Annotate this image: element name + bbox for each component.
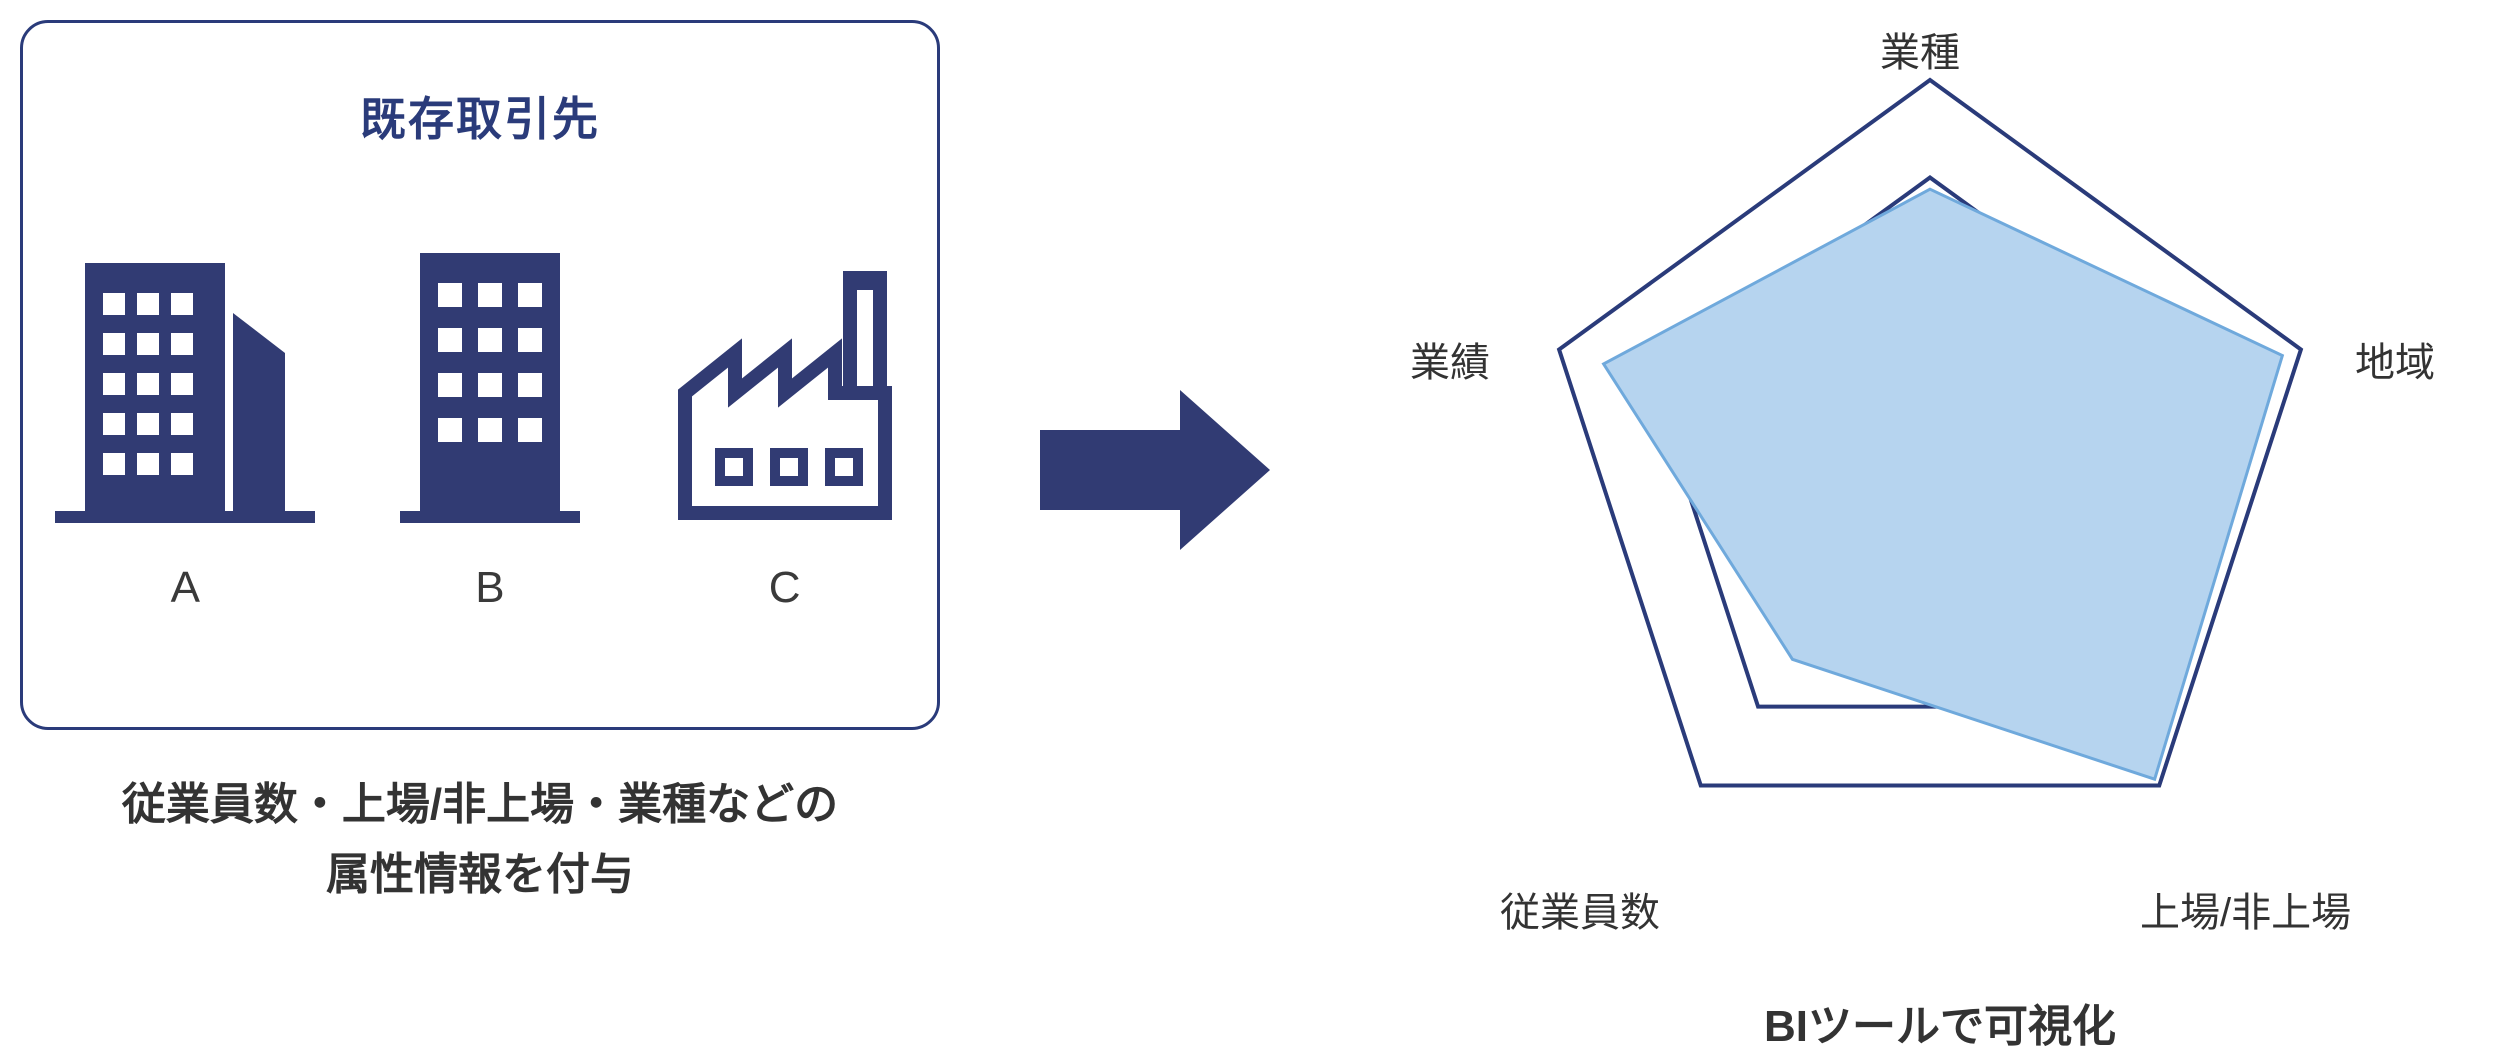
radar-axis-label: 業種 xyxy=(1880,20,1960,78)
radar-axis-label: 業績 xyxy=(1410,330,1490,388)
building-a-icon xyxy=(55,243,315,523)
arrow-icon xyxy=(1040,390,1270,550)
icon-label-c: C xyxy=(769,563,801,613)
icon-label-b: B xyxy=(475,563,504,613)
panel-title: 既存取引先 xyxy=(23,83,937,149)
icon-wrap-c: C xyxy=(665,243,905,613)
radar-axis-label: 従業員数 xyxy=(1500,880,1660,938)
icon-label-a: A xyxy=(171,563,200,613)
radar-axis-label: 上場/非上場 xyxy=(2140,880,2351,938)
building-b-icon xyxy=(380,243,600,523)
existing-clients-panel: 既存取引先 xyxy=(20,20,940,730)
left-caption: 従業員数・上場/非上場・業種などの 属性情報を付与 xyxy=(20,770,940,911)
radar-axis-label: 地域 xyxy=(2355,330,2435,388)
diagram-canvas: 既存取引先 xyxy=(0,0,2519,1061)
left-caption-line1: 従業員数・上場/非上場・業種などの xyxy=(122,780,838,829)
icon-wrap-b: B xyxy=(380,243,600,613)
factory-c-icon xyxy=(665,243,905,523)
radar-svg xyxy=(1350,0,2500,960)
icon-wrap-a: A xyxy=(55,243,315,613)
icons-row: A xyxy=(23,243,937,613)
right-caption: BIツールで可視化 xyxy=(1540,990,2340,1054)
left-caption-line2: 属性情報を付与 xyxy=(326,850,634,899)
radar-chart: 業種地域上場/非上場 従業員数 業績 xyxy=(1350,0,2500,1061)
